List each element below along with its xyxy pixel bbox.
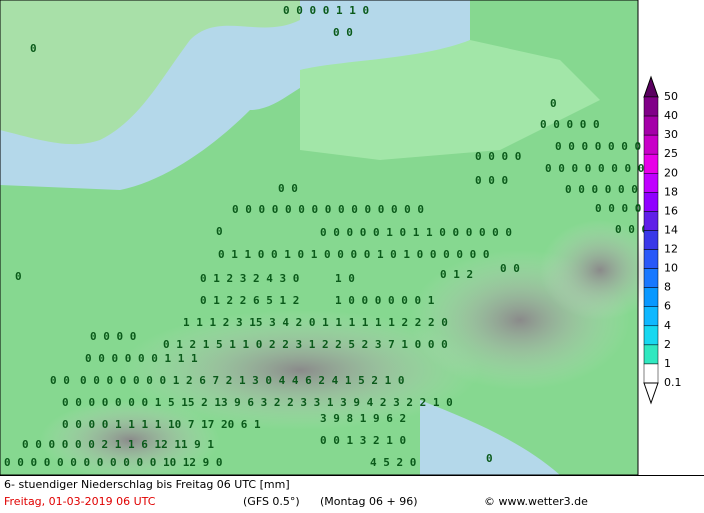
precip-values: 0 1 1 0 0 1 0 1 0 0 0 0 1 0 1 0 0 0 0 0 … <box>218 248 490 261</box>
legend-label: 14 <box>664 223 678 236</box>
legend-label: 12 <box>664 243 678 256</box>
footer-model: (GFS 0.5°) <box>243 495 300 508</box>
legend-label: 1 <box>664 357 671 370</box>
footer-credit: © www.wetter3.de <box>484 495 588 508</box>
legend-label: 8 <box>664 281 671 294</box>
precip-values: 0 0 0 0 1 1 0 <box>283 4 369 17</box>
precip-values: 0 <box>30 42 37 55</box>
precip-values: 3 9 8 1 9 6 2 <box>320 412 406 425</box>
legend-label: 30 <box>664 128 678 141</box>
precip-values: 0 0 0 0 1 1 1 1 10 7 17 20 6 1 <box>62 418 261 431</box>
precip-values: 0 0 0 0 <box>595 202 641 215</box>
legend-label: 16 <box>664 204 678 217</box>
legend-bottom-arrow <box>643 382 659 405</box>
footer-title: 6- stuendiger Niederschlag bis Freitag 0… <box>4 478 290 491</box>
legend-label: 20 <box>664 166 678 179</box>
precip-values: 0 0 0 0 0 0 2 1 1 6 12 11 9 1 <box>22 438 214 451</box>
legend-swatch <box>643 192 659 212</box>
legend-label: 18 <box>664 185 678 198</box>
legend-label: 40 <box>664 109 678 122</box>
legend-swatch <box>643 211 659 231</box>
legend-swatch <box>643 287 659 307</box>
legend-swatch <box>643 363 659 384</box>
precip-values: 0 0 <box>278 182 298 195</box>
map-background <box>0 0 660 480</box>
legend-label: 0.1 <box>664 376 682 389</box>
legend-swatch <box>643 249 659 269</box>
footer-date: Freitag, 01-03-2019 06 UTC <box>4 495 156 508</box>
precip-values: 0 0 0 0 0 0 0 0 0 0 0 0 10 12 9 0 <box>4 456 223 469</box>
precip-values: 0 0 <box>50 374 70 387</box>
legend-swatch <box>643 153 659 174</box>
precip-values: 1 0 0 0 0 0 0 1 <box>335 294 435 307</box>
precip-values: 0 0 0 0 <box>475 150 521 163</box>
legend-label: 10 <box>664 262 678 275</box>
precip-values: 0 0 <box>333 26 353 39</box>
legend-label: 25 <box>664 147 678 160</box>
precip-values: 0 0 0 0 0 1 0 1 1 0 0 0 0 0 0 <box>320 226 512 239</box>
legend-label: 4 <box>664 319 671 332</box>
precip-values: 0 1 2 1 5 1 1 0 2 2 3 1 2 2 5 2 3 7 1 0 … <box>163 338 448 351</box>
precip-values: 0 0 <box>500 262 520 275</box>
precip-values: 0 0 0 <box>615 223 648 236</box>
precip-values: 0 0 0 0 0 0 0 0 <box>545 162 644 175</box>
legend-swatch <box>643 173 659 193</box>
precip-values: 0 0 0 0 0 0 1 1 1 <box>85 352 198 365</box>
precip-values: 0 0 0 0 0 0 0 0 0 0 0 0 0 0 0 <box>232 203 424 216</box>
precip-values: 1 1 1 2 3 15 3 4 2 0 1 1 1 1 1 1 2 2 2 0 <box>183 316 448 329</box>
precip-values: 0 <box>550 97 557 110</box>
legend-swatch <box>643 268 659 288</box>
legend-swatch <box>643 230 659 250</box>
precip-values: 0 0 0 0 0 0 0 <box>555 140 641 153</box>
precip-values: 0 0 0 <box>475 174 508 187</box>
legend-swatch <box>643 134 659 155</box>
precip-values: 0 0 1 3 2 1 0 <box>320 434 406 447</box>
footer: 6- stuendiger Niederschlag bis Freitag 0… <box>0 475 704 508</box>
precip-values: 0 1 2 2 6 5 1 2 <box>200 294 299 307</box>
legend-top-arrow <box>643 75 659 98</box>
precip-values: 1 0 <box>335 272 355 285</box>
legend-swatch <box>643 325 659 346</box>
precip-values: 0 <box>15 270 22 283</box>
precip-values: 0 <box>216 225 223 238</box>
legend-swatch <box>643 115 659 136</box>
legend-label: 2 <box>664 338 671 351</box>
legend-swatch <box>643 306 659 327</box>
legend-label: 50 <box>664 90 678 103</box>
precip-values: 0 <box>486 452 493 465</box>
precip-values: 0 1 2 <box>440 268 473 281</box>
precip-values: 0 0 0 0 0 0 <box>565 183 638 196</box>
precip-values: 4 5 2 0 <box>370 456 416 469</box>
precip-values: 0 0 0 0 <box>90 330 136 343</box>
precip-values: 0 1 2 3 2 4 3 0 <box>200 272 299 285</box>
legend-swatch <box>643 96 659 117</box>
legend-label: 6 <box>664 300 671 313</box>
footer-run: (Montag 06 + 96) <box>320 495 418 508</box>
legend-swatch <box>643 344 659 365</box>
precip-values: 0 0 0 0 0 0 0 1 2 6 7 2 1 3 0 4 4 6 2 4 … <box>80 374 405 387</box>
precip-values: 0 0 0 0 0 0 0 1 5 15 2 13 9 6 3 2 2 3 3 … <box>62 396 453 409</box>
precip-values: 0 0 0 0 0 <box>540 118 600 131</box>
